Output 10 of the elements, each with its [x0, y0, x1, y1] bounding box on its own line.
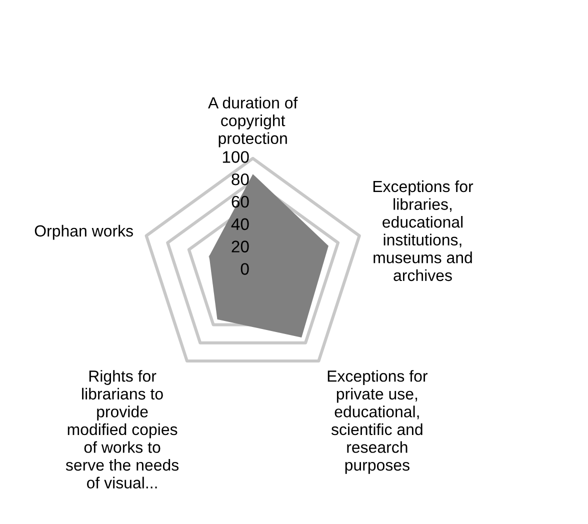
- spoke-label: Orphan works: [34, 224, 133, 240]
- y-tick-label: 40: [231, 218, 249, 230]
- spoke-label: Exceptions for libraries, educational institutions, museums and archives: [373, 180, 474, 282]
- spoke-label: Exceptions for private use, educational, scientific and research purposes: [328, 370, 428, 474]
- spoke-label: Rights for librarians to provide modified copies of works to serve the needs of visual...: [66, 370, 179, 488]
- spoke-label: A duration of copyright protection: [208, 96, 298, 148]
- y-tick-label: 100: [222, 151, 249, 163]
- y-tick-label: 20: [232, 240, 249, 252]
- y-tick-label: 0: [240, 263, 249, 275]
- y-tick-label: 80: [232, 173, 249, 186]
